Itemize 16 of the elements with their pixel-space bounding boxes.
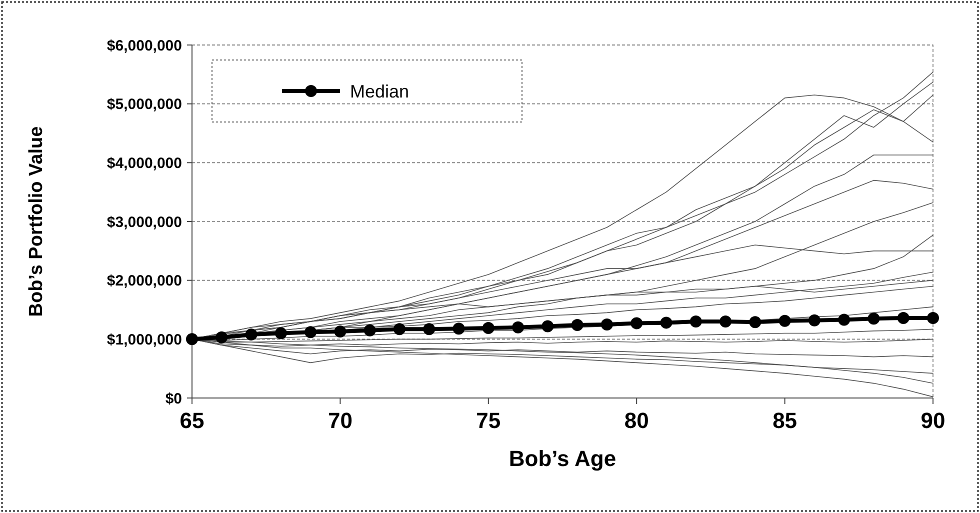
x-tick-label: 75 (476, 408, 501, 433)
legend-label: Median (350, 81, 410, 102)
y-tick-label: $5,000,000 (106, 96, 182, 114)
y-tick-label: $1,000,000 (106, 331, 182, 348)
x-tick-label: 65 (180, 408, 204, 433)
y-tick-label: $0 (165, 390, 182, 408)
x-tick-label: 85 (772, 408, 798, 433)
x-tick-label: 70 (328, 408, 352, 433)
x-tick-label: 80 (624, 408, 649, 433)
x-axis-title: Bob’s Age (508, 446, 616, 471)
x-tick-label: 90 (920, 408, 946, 433)
y-axis-title: Bob’s Portfolio Value (26, 126, 47, 317)
y-tick-label: $4,000,000 (106, 154, 182, 172)
y-tick-label: $6,000,000 (106, 37, 182, 54)
y-tick-label: $2,000,000 (106, 272, 182, 290)
y-tick-label: $3,000,000 (106, 214, 182, 231)
